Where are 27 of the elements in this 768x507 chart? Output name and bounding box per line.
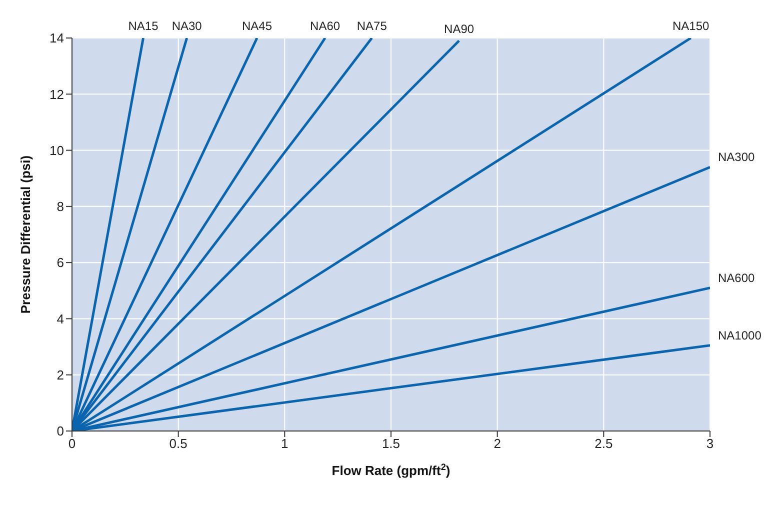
- series-label: NA600: [718, 270, 756, 285]
- x-tick-label: 2: [494, 436, 501, 452]
- y-axis-title: Pressure Differential (psi): [18, 155, 33, 314]
- series-label: NA75: [356, 19, 388, 33]
- y-tick-label: 10: [50, 142, 64, 158]
- y-tick-label: 14: [50, 30, 64, 46]
- series-label: NA150: [672, 19, 710, 33]
- x-tick-label: 1: [281, 436, 288, 452]
- series-label: NA60: [310, 19, 340, 33]
- y-tick-label: 12: [50, 86, 64, 102]
- y-tick-label: 8: [56, 199, 64, 214]
- y-tick-label: 2: [56, 367, 64, 382]
- x-axis-title: Flow Rate (gpm/ft$^{2}$): [332, 462, 450, 478]
- y-tick-label: 6: [56, 255, 64, 270]
- series-label: NA90: [444, 22, 474, 36]
- series-label: NA45: [242, 19, 272, 33]
- series-label: NA1000: [718, 328, 762, 342]
- series-label: NA15: [128, 19, 159, 33]
- x-tick-label: 2.5: [594, 436, 613, 452]
- series-label: NA30: [172, 19, 202, 33]
- x-tick-label: 0: [68, 436, 76, 452]
- y-tick-label: 4: [56, 311, 64, 326]
- y-tick-label: 0: [56, 424, 64, 439]
- x-tick-label: 1.5: [382, 436, 400, 452]
- x-tick-label: 3: [706, 436, 714, 452]
- x-tick-label: 0.5: [169, 436, 188, 452]
- series-label: NA300: [718, 150, 756, 164]
